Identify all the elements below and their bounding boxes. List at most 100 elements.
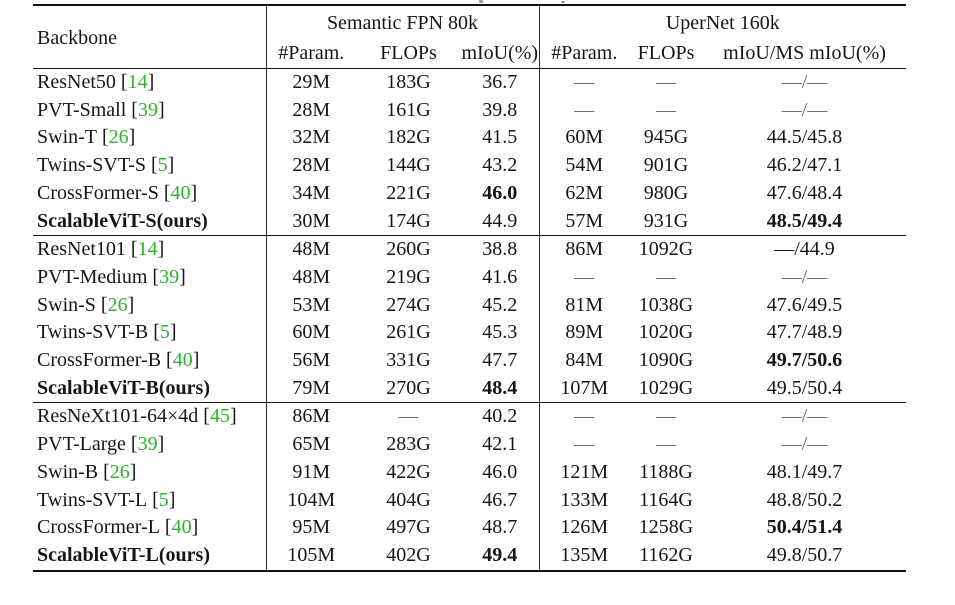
citation-link[interactable]: 5 — [159, 321, 170, 344]
citation-link[interactable]: 40 — [170, 181, 191, 204]
bracket: [ — [120, 71, 128, 93]
backbone-cell: CrossFormer-L [40] — [33, 514, 266, 542]
fpn-miou-cell: 42.1 — [482, 433, 518, 456]
fpn-param-cell: 104M — [265, 486, 356, 515]
uper-param-cell: 89M — [538, 319, 630, 348]
group-small-models: ResNet50 [14] 29M 183G 36.7 — — —/— PVT-S… — [33, 68, 906, 236]
backbone-name: PVT-Medium — [37, 265, 148, 288]
backbone-name: Swin-S — [37, 293, 96, 316]
citation: [40] — [166, 349, 199, 371]
uper-flops-cell: — — [656, 71, 677, 93]
bracket: [ — [152, 265, 160, 288]
uper-flops-cell: 1038G — [638, 293, 694, 316]
table-row: ResNet101 [14] 48M 260G 38.8 86M 1092G —/… — [33, 235, 906, 264]
backbone-cell: Swin-B [26] — [33, 459, 266, 487]
backbone-name: CrossFormer-L — [37, 516, 160, 539]
citation-link[interactable]: 5 — [157, 154, 168, 177]
fpn-param-cell: 34M — [265, 179, 356, 208]
fpn-param-cell: 65M — [265, 431, 356, 459]
uper-param-cell: — — [538, 263, 630, 292]
fpn-param-cell: 53M — [265, 291, 356, 320]
fpn-miou-cell: 48.4 — [482, 376, 518, 399]
fpn-param-cell: 86M — [265, 402, 356, 432]
citation-link[interactable]: 39 — [137, 433, 158, 456]
uper-miou-cell: 48.5/49.4 — [766, 209, 843, 232]
backbone-name: Swin-T — [37, 126, 97, 149]
uper-flops-cell: — — [656, 433, 677, 456]
backbone-cell: ScalableViT-S(ours) — [33, 208, 266, 236]
backbone-cell: Twins-SVT-L [5] — [33, 487, 266, 515]
table-row: PVT-Small [39] 28M 161G 39.8 — — —/— — [33, 96, 906, 125]
table-row: CrossFormer-S [40] 34M 221G 46.0 62M 980G… — [33, 179, 906, 208]
backbone-name: PVT-Large — [37, 433, 126, 456]
uper-miou-cell: —/44.9 — [774, 238, 835, 261]
backbone-name: Twins-SVT-B — [37, 321, 149, 344]
bracket: [ — [163, 181, 171, 204]
backbone-cell: Twins-SVT-S [5] — [33, 152, 266, 180]
bracket: ] — [192, 349, 200, 372]
uper-miou-cell: —/— — [781, 405, 828, 428]
fpn-flops-cell: 261G — [386, 321, 431, 344]
bracket: ] — [168, 488, 176, 511]
citation-link[interactable]: 26 — [108, 126, 129, 149]
fpn-flops-cell: 260G — [386, 238, 431, 261]
citation-link[interactable]: 26 — [107, 293, 128, 316]
uper-param-cell: — — [538, 402, 630, 432]
backbone-name: ScalableViT-B(ours) — [37, 376, 210, 399]
backbone-column-header: Backbone — [37, 26, 117, 49]
table-row: CrossFormer-L [40] 95M 497G 48.7 126M 125… — [33, 514, 906, 542]
bracket: [ — [203, 405, 210, 428]
uper-param-cell: — — [538, 96, 630, 125]
citation-link[interactable]: 39 — [159, 265, 180, 288]
uper-flops-cell: 931G — [643, 209, 689, 232]
bracket: ] — [169, 321, 177, 344]
citation-link[interactable]: 40 — [172, 349, 193, 372]
citation-link[interactable]: 45 — [209, 405, 230, 428]
bracket: [ — [151, 154, 158, 177]
bracket: ] — [157, 433, 165, 456]
citation-link[interactable]: 40 — [171, 516, 192, 539]
uper-miou-cell: 44.5/45.8 — [766, 126, 843, 149]
uper-miou-header: mIoU/MS mIoU(%) — [723, 42, 886, 64]
fpn-param-cell: 48M — [265, 235, 356, 264]
uper-flops-header: FLOPs — [637, 42, 695, 64]
citation: [5] — [152, 489, 175, 511]
fpn-param-cell: 30M — [265, 207, 356, 236]
backbone-name: ResNet50 — [37, 71, 116, 93]
fpn-param-cell: 32M — [265, 124, 356, 153]
uper-flops-cell: 1090G — [638, 349, 694, 372]
fpn-miou-cell: 47.7 — [482, 349, 518, 372]
backbone-cell: ResNeXt101-64×4d [45] — [33, 403, 266, 431]
upernet-group-header: UperNet 160k — [538, 5, 907, 39]
citation-link[interactable]: 39 — [137, 98, 158, 121]
fpn-flops-cell: 182G — [386, 126, 431, 149]
citation: [39] — [131, 433, 164, 455]
citation-link[interactable]: 14 — [127, 71, 148, 93]
bracket: [ — [131, 98, 138, 121]
uper-flops-cell: — — [656, 405, 677, 428]
group-large-models: ResNeXt101-64×4d [45] 86M — 40.2 — — —/— … — [33, 402, 907, 571]
backbone-name: ResNet101 — [37, 238, 126, 261]
uper-miou-cell: 46.2/47.1 — [766, 154, 843, 177]
uper-miou-cell: 48.8/50.2 — [766, 488, 843, 511]
fpn-flops-cell: 402G — [386, 543, 431, 566]
fpn-flops-cell: 221G — [386, 181, 431, 204]
backbone-cell: ResNet50 [14] — [33, 69, 266, 97]
uper-miou-cell: 48.1/49.7 — [766, 460, 843, 483]
citation-link[interactable]: 5 — [158, 488, 169, 511]
fpn-miou-cell: 36.7 — [482, 71, 518, 93]
bracket: ] — [167, 154, 175, 177]
fpn-param-cell: 105M — [265, 541, 356, 571]
uper-param-header: #Param. — [538, 39, 630, 69]
fpn-flops-cell: 144G — [386, 154, 431, 177]
table-row: Twins-SVT-S [5] 28M 144G 43.2 54M 901G 46… — [33, 152, 906, 180]
table-row: ResNeXt101-64×4d [45] 86M — 40.2 — — —/— — [33, 402, 906, 432]
citation-link[interactable]: 26 — [109, 460, 130, 483]
uper-miou-cell: —/— — [781, 433, 828, 456]
fpn-flops-cell: 161G — [386, 98, 431, 121]
citation-link[interactable]: 14 — [137, 238, 158, 261]
bracket: ] — [229, 405, 237, 428]
backbone-cell: ScalableViT-B(ours) — [33, 375, 266, 403]
uper-flops-cell: 901G — [643, 154, 689, 177]
